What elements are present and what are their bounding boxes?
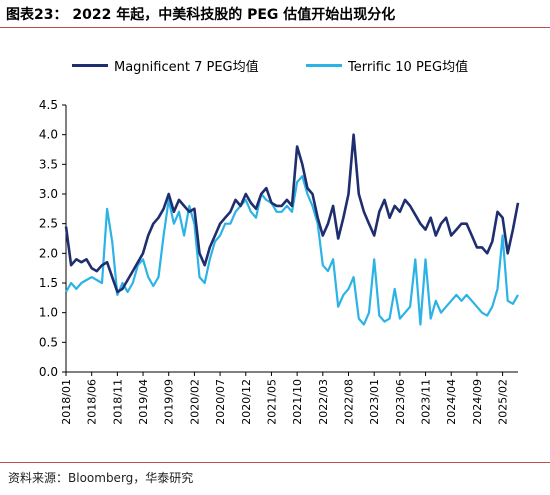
x-tick-label: 2019/09 bbox=[163, 379, 176, 425]
legend-swatch-magnificent bbox=[72, 64, 108, 67]
source-note: 资料来源：Bloomberg，华泰研究 bbox=[8, 471, 194, 485]
x-tick-label: 2022/08 bbox=[343, 379, 356, 425]
legend-swatch-terrific bbox=[306, 64, 342, 67]
x-tick-label: 2021/05 bbox=[265, 379, 278, 425]
x-tick-label: 2018/06 bbox=[86, 379, 99, 425]
y-tick-label: 0.5 bbox=[39, 335, 58, 349]
legend: Magnificent 7 PEG均值 Terrific 10 PEG均值 bbox=[0, 56, 550, 76]
y-tick-label: 1.0 bbox=[39, 306, 58, 320]
x-tick-label: 2020/02 bbox=[188, 379, 201, 425]
y-axis: 0.0 0.5 1.0 1.5 2.0 2.5 3.0 3.5 4.0 4.5 bbox=[39, 98, 67, 379]
legend-item-terrific: Terrific 10 PEG均值 bbox=[306, 56, 468, 75]
y-tick-label: 2.5 bbox=[39, 217, 58, 231]
x-tick-label: 2022/03 bbox=[317, 379, 330, 425]
y-tick-label: 2.0 bbox=[39, 246, 58, 260]
legend-label-magnificent: Magnificent 7 PEG均值 bbox=[114, 60, 259, 75]
x-tick-label: 2018/01 bbox=[60, 379, 73, 425]
x-tick-label: 2018/11 bbox=[111, 379, 124, 425]
x-axis: 2018/01 2018/06 2018/11 2019/04 2019/09 2020/… bbox=[60, 371, 518, 425]
y-tick-label: 3.0 bbox=[39, 187, 58, 201]
series-layer bbox=[64, 133, 520, 326]
x-tick-label: 2025/02 bbox=[497, 379, 510, 425]
chart-title: 图表23： 2022 年起，中美科技股的 PEG 估值开始出现分化 bbox=[6, 7, 396, 23]
legend-item-magnificent: Magnificent 7 PEG均值 bbox=[72, 56, 259, 75]
x-tick-label: 2021/10 bbox=[291, 379, 304, 425]
x-tick-label: 2020/07 bbox=[214, 379, 227, 425]
x-tick-label: 2024/09 bbox=[471, 379, 484, 425]
y-tick-label: 4.5 bbox=[39, 98, 58, 112]
y-tick-label: 4.0 bbox=[39, 128, 58, 142]
series-line-magnificent bbox=[64, 133, 520, 294]
y-tick-label: 1.5 bbox=[39, 276, 58, 290]
x-tick-label: 2019/04 bbox=[137, 379, 150, 425]
source-bar: 资料来源：Bloomberg，华泰研究 bbox=[0, 462, 550, 495]
x-tick-label: 2020/12 bbox=[240, 379, 253, 425]
x-tick-label: 2023/06 bbox=[394, 379, 407, 425]
title-bar: 图表23： 2022 年起，中美科技股的 PEG 估值开始出现分化 bbox=[0, 0, 550, 28]
line-chart: 0.00.51.01.52.02.53.03.54.04.5 2018/01 20… bbox=[39, 98, 520, 425]
x-tick-label: 2024/04 bbox=[445, 379, 458, 425]
legend-label-terrific: Terrific 10 PEG均值 bbox=[348, 60, 469, 75]
y-tick-label: 0.0 bbox=[39, 365, 58, 379]
series-line-terrific bbox=[65, 175, 519, 326]
x-tick-label: 2023/01 bbox=[368, 379, 381, 425]
y-tick-label: 3.5 bbox=[39, 157, 58, 171]
x-tick-label: 2023/11 bbox=[420, 379, 433, 425]
